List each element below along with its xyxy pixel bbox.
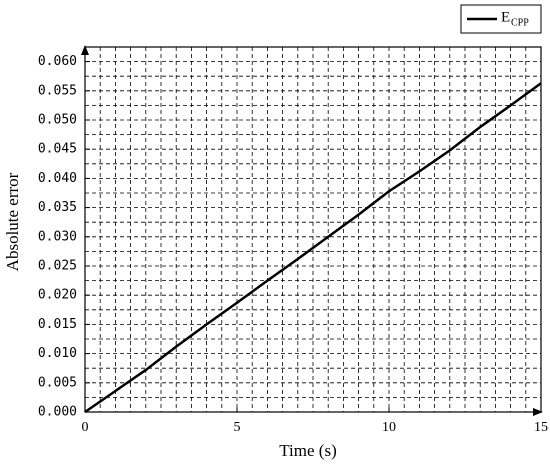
x-tick-label: 10	[382, 420, 396, 435]
x-tick-label: 5	[234, 420, 241, 435]
y-tick-label: 0.060	[38, 54, 77, 69]
y-tick-label: 0.035	[38, 200, 77, 215]
x-axis-arrow	[533, 408, 543, 416]
y-tick-label: 0.055	[38, 83, 77, 98]
x-tick-label: 0	[82, 420, 89, 435]
y-tick-label: 0.045	[38, 142, 77, 157]
y-tick-label: 0.030	[38, 229, 77, 244]
y-tick-label: 0.020	[38, 288, 77, 303]
y-axis-label: Absolute error	[3, 172, 22, 271]
y-tick-label: 0.000	[38, 405, 77, 420]
plot-frame	[84, 46, 542, 413]
y-tick-label: 0.010	[38, 346, 77, 361]
legend-subscript: CPP	[511, 17, 529, 28]
x-axis-label: Time (s)	[279, 441, 336, 460]
y-tick-label: 0.015	[38, 317, 77, 332]
y-axis-arrow	[81, 45, 89, 55]
data-line	[84, 82, 542, 414]
x-tick-label: 15	[534, 420, 548, 435]
y-tick-label: 0.005	[38, 375, 77, 390]
y-tick-label: 0.025	[38, 259, 77, 274]
y-tick-label: 0.050	[38, 113, 77, 128]
legend-label: E	[501, 9, 510, 25]
y-tick-label: 0.040	[38, 171, 77, 186]
